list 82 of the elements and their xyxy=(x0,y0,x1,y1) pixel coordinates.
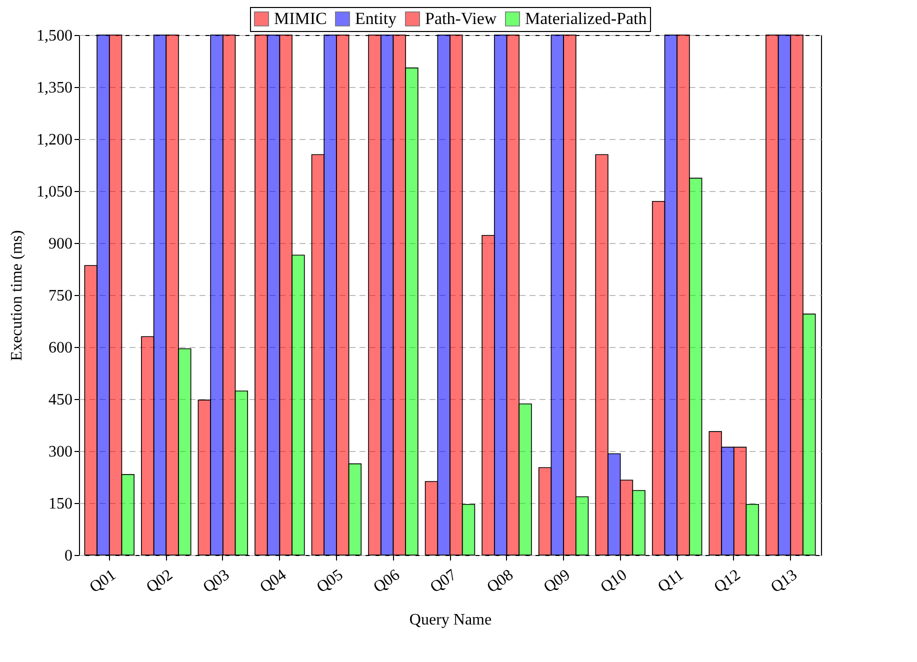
bar xyxy=(222,34,236,556)
bar xyxy=(506,34,520,556)
y-tick-label: 900 xyxy=(48,236,72,252)
bar xyxy=(721,446,734,556)
bar xyxy=(254,34,268,556)
x-tick-label: Q03 xyxy=(200,566,233,596)
bar xyxy=(153,34,167,556)
bar xyxy=(141,336,154,556)
y-tick-label: 1,200 xyxy=(36,132,72,148)
legend-label: MIMIC xyxy=(274,8,327,28)
bar xyxy=(234,390,248,556)
bar xyxy=(279,34,292,556)
bar xyxy=(766,34,779,556)
bar xyxy=(620,480,634,556)
bar xyxy=(563,34,576,556)
x-tick-label: Q09 xyxy=(540,566,574,596)
y-tick-label: 1,050 xyxy=(36,184,72,200)
y-axis-title: Execution time (ms) xyxy=(8,230,26,361)
y-tick-label: 0 xyxy=(64,548,72,564)
bar xyxy=(96,34,110,556)
bar xyxy=(778,34,792,556)
bar xyxy=(108,34,122,556)
x-tick-label: Q10 xyxy=(598,566,630,596)
y-tick-label: 1,350 xyxy=(36,80,72,96)
bar xyxy=(575,496,589,556)
bar xyxy=(405,68,418,556)
y-tick-label: 300 xyxy=(48,444,72,460)
bar xyxy=(210,34,224,556)
y-tick-label: 600 xyxy=(48,340,72,356)
bar xyxy=(166,34,179,556)
bar xyxy=(450,34,463,556)
bar xyxy=(462,504,476,556)
bar xyxy=(424,481,438,556)
legend-label: Materialized-Path xyxy=(525,8,648,28)
bar xyxy=(802,314,816,556)
bar xyxy=(746,504,759,556)
bar xyxy=(550,34,564,556)
x-tick-label: Q06 xyxy=(370,566,403,596)
x-tick-label: Q11 xyxy=(654,566,687,596)
bar xyxy=(518,403,532,556)
bar xyxy=(121,474,134,556)
bar xyxy=(733,446,747,556)
bar xyxy=(595,154,608,556)
bar xyxy=(178,348,192,556)
bar xyxy=(437,34,450,556)
x-tick-label: Q02 xyxy=(144,566,176,596)
bar xyxy=(652,201,666,556)
x-tick-label: Q04 xyxy=(257,566,290,596)
y-tick-label: 450 xyxy=(48,392,72,408)
bar xyxy=(708,431,722,556)
bar xyxy=(494,34,508,556)
x-tick-label: Q12 xyxy=(711,566,744,596)
bar xyxy=(664,34,678,556)
bar xyxy=(266,34,280,556)
bar xyxy=(198,400,211,556)
bar xyxy=(632,490,646,556)
bar xyxy=(324,34,337,556)
bar xyxy=(380,34,394,556)
bar xyxy=(608,453,621,556)
bar xyxy=(790,34,804,556)
bar xyxy=(538,467,552,556)
x-tick-label: Q05 xyxy=(314,566,346,596)
bar xyxy=(482,234,495,556)
x-tick-label: Q13 xyxy=(768,566,800,596)
bar xyxy=(84,265,98,556)
y-tick-label: 750 xyxy=(48,288,72,304)
y-tick-label: 150 xyxy=(48,496,72,512)
legend-label: Path-View xyxy=(425,8,498,28)
bar xyxy=(392,34,406,556)
bar xyxy=(676,34,690,556)
bar xyxy=(689,178,702,556)
bar xyxy=(348,463,362,556)
bar xyxy=(336,34,350,556)
y-tick-label: 1,500 xyxy=(36,28,72,44)
bar xyxy=(368,34,382,556)
legend-label: Entity xyxy=(355,8,398,28)
bar xyxy=(292,254,305,556)
x-axis-title: Query Name xyxy=(409,611,492,628)
x-tick-label: Q07 xyxy=(427,566,460,596)
x-tick-label: Q01 xyxy=(86,566,120,596)
x-tick-label: Q08 xyxy=(484,566,517,596)
bar xyxy=(311,154,325,556)
